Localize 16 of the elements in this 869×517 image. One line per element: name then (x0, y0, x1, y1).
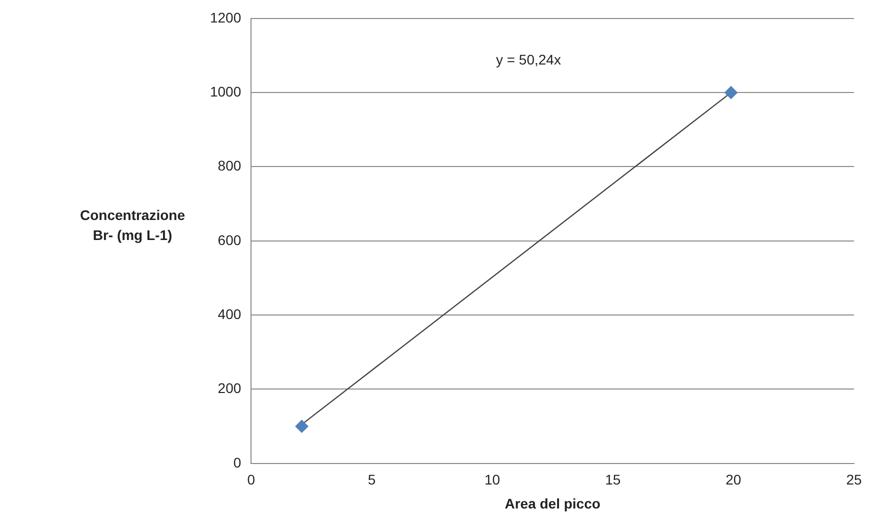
y-tick-label: 600 (218, 232, 242, 248)
y-tick-label: 1200 (210, 9, 242, 26)
y-tick-label: 800 (218, 158, 242, 174)
x-tick-label: 20 (726, 472, 742, 488)
x-axis-title: Area del picco (504, 495, 600, 512)
y-tick-label: 1000 (210, 83, 242, 100)
y-tick-label: 0 (233, 454, 242, 470)
y-tick-label: 400 (218, 306, 242, 322)
x-tick-label: 15 (605, 472, 621, 488)
x-tick-label: 25 (846, 472, 862, 488)
x-tick-label: 5 (368, 472, 376, 488)
y-tick-label: 200 (218, 380, 242, 396)
x-tick-label: 0 (247, 472, 256, 488)
y-axis-title: Concentrazione Br- (mg L-1) (78, 206, 186, 245)
x-tick-label: 10 (484, 472, 500, 488)
annotation: y = 50,24x (496, 51, 561, 68)
